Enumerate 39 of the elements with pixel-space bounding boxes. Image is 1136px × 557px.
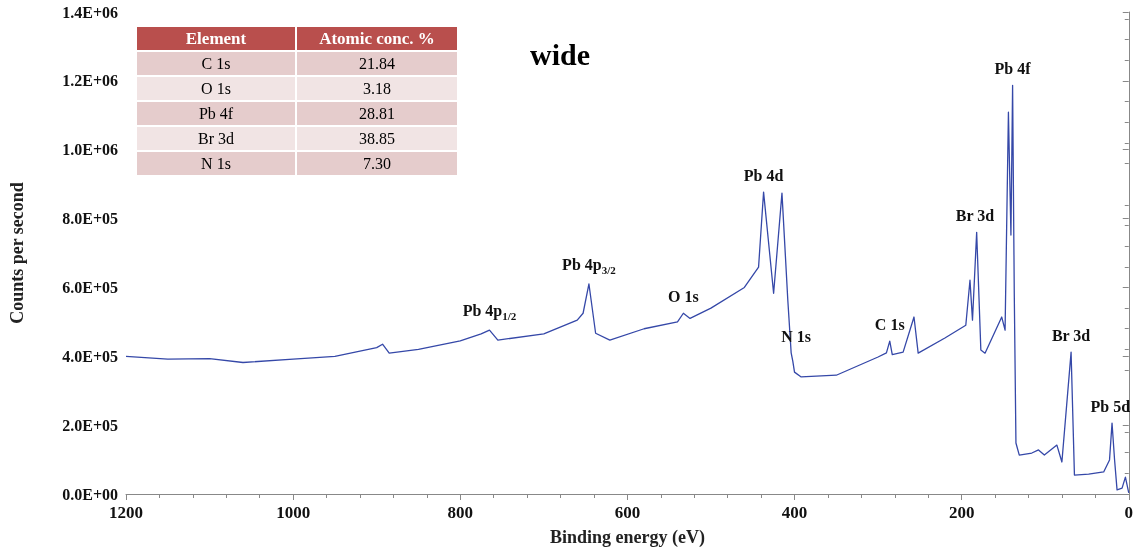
y-tick-label: 1.0E+06 <box>62 141 118 159</box>
annotation: 7.30 <box>297 152 457 175</box>
annotation: Pb 4f <box>137 102 295 125</box>
x-tick-label: 1200 <box>109 503 143 522</box>
annotation: Pb 4d <box>743 167 784 185</box>
text: wide <box>530 38 590 72</box>
annotation: N 1s <box>137 152 295 175</box>
annotation: 21.84 <box>297 52 457 75</box>
y-tick-label: 0.0E+00 <box>62 485 118 503</box>
x-tick-label: 1000 <box>276 503 311 522</box>
y-tick-label: 1.4E+06 <box>62 3 118 21</box>
x-tick-label: 600 <box>614 503 641 522</box>
annotation: Atomic conc. % <box>297 27 457 50</box>
annotation: Pb 4p$_{1/2}$ <box>462 301 517 323</box>
y-tick-label: 6.0E+05 <box>62 278 118 296</box>
annotation: O 1s <box>668 288 699 306</box>
annotation: Br 3d <box>137 127 295 150</box>
annotation: Pb 4f <box>994 60 1031 78</box>
x-tick-label: 800 <box>447 503 473 522</box>
annotation: 28.81 <box>297 102 457 125</box>
y-tick-label: 8.0E+05 <box>62 210 118 228</box>
annotation: O 1s <box>137 77 295 100</box>
y-tick-label: 1.2E+06 <box>62 72 118 90</box>
annotation: Element <box>137 27 295 50</box>
annotation: Pb 4p$_{3/2}$ <box>562 255 616 276</box>
y-axis-title: Counts per second <box>7 182 27 324</box>
annotation: C 1s <box>874 316 905 334</box>
annotation: 3.18 <box>297 77 457 100</box>
y-tick-label: 2.0E+05 <box>62 416 118 434</box>
y-tick-label: 4.0E+05 <box>62 347 118 365</box>
annotation: C 1s <box>137 52 295 75</box>
annotation: Br 3d <box>1051 327 1091 345</box>
x-tick-label: 0 <box>1124 503 1133 522</box>
annotation: Pb 5d <box>1090 398 1131 416</box>
x-tick-label: 200 <box>948 503 975 522</box>
annotation: 38.85 <box>297 127 457 150</box>
annotation: Br 3d <box>955 207 995 225</box>
x-tick-label: 400 <box>781 503 808 522</box>
x-axis-title: Binding energy (eV) <box>549 527 705 548</box>
